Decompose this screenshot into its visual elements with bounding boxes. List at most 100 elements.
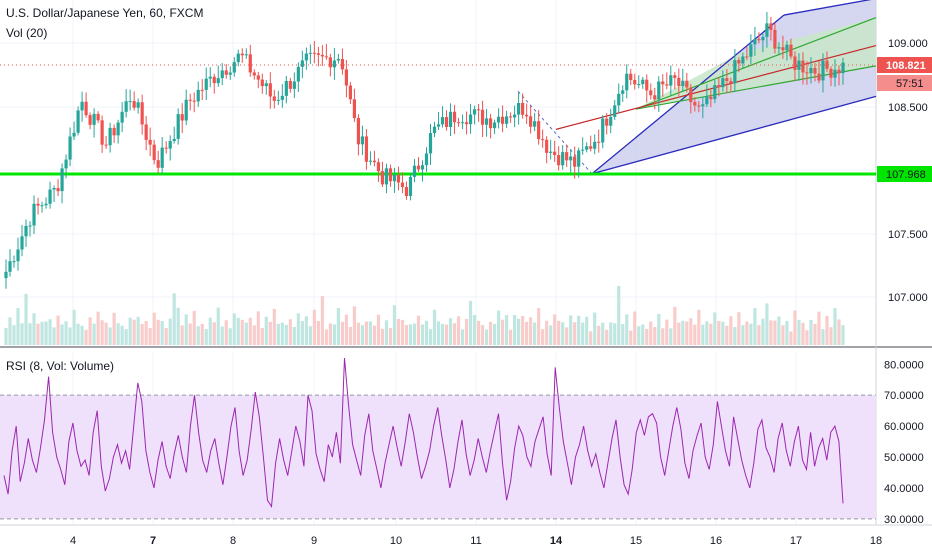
candle-body xyxy=(665,84,669,86)
rsi-tick-label: 50.0000 xyxy=(884,452,924,464)
candle-body xyxy=(244,54,248,56)
candle-body xyxy=(837,69,841,74)
volume-bar xyxy=(605,329,609,345)
candle-body xyxy=(553,151,557,156)
volume-bar xyxy=(597,325,601,345)
volume-bar xyxy=(152,312,156,345)
volume-bar xyxy=(765,303,769,345)
volume-bar xyxy=(589,331,593,345)
volume-bar xyxy=(128,317,132,345)
rsi-tick-label: 80.0000 xyxy=(884,359,924,371)
candle-body xyxy=(488,118,493,129)
volume-bar xyxy=(136,316,140,345)
volume-bar xyxy=(581,322,585,345)
volume-bar xyxy=(108,327,112,345)
candle-body xyxy=(240,53,244,56)
candle-body xyxy=(168,141,172,149)
volume-bar xyxy=(821,329,825,345)
volume-bar xyxy=(300,321,304,345)
candle-body xyxy=(232,62,236,73)
candle-body xyxy=(212,76,216,84)
volume-bar xyxy=(476,320,481,345)
volume-bar xyxy=(693,324,697,345)
volume-bar xyxy=(412,323,417,345)
volume-bar xyxy=(777,316,781,345)
candle-body xyxy=(597,141,601,143)
candle-body xyxy=(500,116,505,124)
candle-body xyxy=(200,89,204,91)
volume-bar xyxy=(132,319,136,345)
candle-body xyxy=(420,165,425,170)
candle-body xyxy=(805,72,809,74)
volume-bar xyxy=(553,314,557,345)
candle-body xyxy=(308,52,312,54)
candle-body xyxy=(480,109,485,125)
rsi-tick-label: 70.0000 xyxy=(884,390,924,402)
price-tick-label: 107.000 xyxy=(888,292,928,304)
volume-bar xyxy=(513,314,517,345)
time-tick-label: 9 xyxy=(311,535,317,547)
volume-bar xyxy=(388,328,393,345)
volume-bar xyxy=(525,321,529,345)
candle-body xyxy=(24,225,28,237)
candle-body xyxy=(368,160,373,162)
price-tick-label: 108.500 xyxy=(888,102,928,114)
volume-bar xyxy=(741,325,745,345)
candle-body xyxy=(517,102,521,115)
volume-bar xyxy=(304,316,308,345)
volume-bar xyxy=(176,307,180,345)
candle-body xyxy=(561,152,565,166)
volume-bar xyxy=(224,320,228,345)
candle-body xyxy=(104,144,108,146)
candle-body xyxy=(48,189,52,204)
volume-bar xyxy=(549,325,553,345)
candle-body xyxy=(428,133,433,154)
volume-bar xyxy=(633,311,637,345)
volume-bar xyxy=(801,322,805,345)
candle-body xyxy=(292,81,296,89)
volume-bar xyxy=(256,311,260,345)
countdown-box xyxy=(877,75,932,91)
volume-bar xyxy=(4,328,8,345)
candle-body xyxy=(789,44,793,57)
volume-bar xyxy=(529,317,533,345)
volume-bar xyxy=(116,323,120,345)
candle-body xyxy=(316,53,320,55)
volume-bar xyxy=(509,329,513,345)
candle-body xyxy=(653,95,657,100)
candle-body xyxy=(813,67,817,74)
candle-body xyxy=(693,102,697,106)
volume-bar xyxy=(593,312,597,345)
candle-body xyxy=(116,122,120,136)
volume-bar xyxy=(104,322,108,345)
candle-body xyxy=(741,56,745,64)
candle-body xyxy=(460,122,465,124)
candle-body xyxy=(196,89,200,102)
volume-bar xyxy=(781,325,785,345)
candle-body xyxy=(80,101,84,111)
candle-body xyxy=(609,116,613,126)
volume-bar xyxy=(833,307,837,345)
candle-body xyxy=(685,80,689,88)
volume-bar xyxy=(196,326,200,345)
volume-bar xyxy=(372,325,377,345)
volume-bar xyxy=(228,328,232,345)
volume-bar xyxy=(140,323,144,345)
volume-bar xyxy=(172,293,176,345)
candle-body xyxy=(372,160,377,163)
candle-body xyxy=(601,118,605,143)
time-tick-label: 15 xyxy=(630,535,642,547)
candle-body xyxy=(256,75,260,80)
volume-bar xyxy=(184,314,188,345)
channel-top-line xyxy=(783,0,872,16)
candle-body xyxy=(412,165,417,177)
candle-body xyxy=(492,122,497,129)
candle-body xyxy=(541,139,545,141)
volume-bar xyxy=(340,321,345,345)
candle-body xyxy=(140,102,144,125)
volume-bar xyxy=(328,323,332,345)
candle-body xyxy=(344,69,349,86)
volume-bar xyxy=(236,317,240,345)
